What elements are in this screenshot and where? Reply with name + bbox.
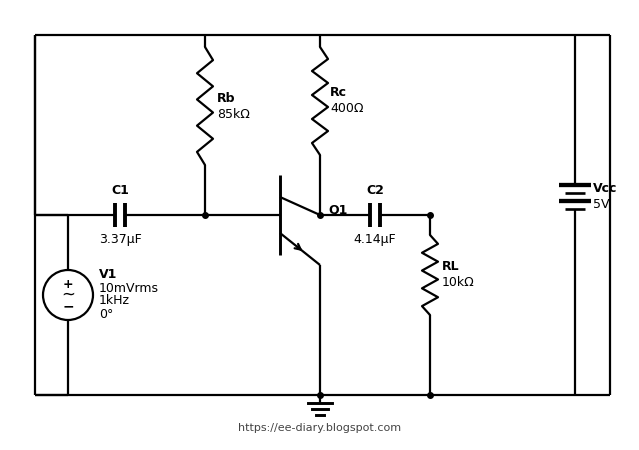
Text: Rb: Rb (217, 91, 236, 104)
Text: 4.14μF: 4.14μF (354, 233, 396, 246)
Text: 85kΩ: 85kΩ (217, 108, 250, 121)
Text: Q1: Q1 (328, 203, 348, 216)
Text: Vcc: Vcc (593, 183, 617, 195)
Text: 0°: 0° (99, 307, 113, 320)
Text: ~: ~ (61, 286, 75, 304)
Text: +: + (63, 279, 73, 292)
Text: Rc: Rc (330, 86, 347, 99)
Text: 1kHz: 1kHz (99, 294, 130, 307)
Text: https://ee-diary.blogspot.com: https://ee-diary.blogspot.com (238, 423, 401, 433)
Text: C1: C1 (111, 184, 129, 197)
Text: RL: RL (442, 261, 459, 274)
Text: 400Ω: 400Ω (330, 103, 364, 116)
Text: V1: V1 (99, 269, 118, 282)
Text: 3.37μF: 3.37μF (98, 233, 141, 246)
Text: 5V: 5V (593, 198, 610, 211)
Text: 10kΩ: 10kΩ (442, 276, 475, 289)
Text: C2: C2 (366, 184, 384, 197)
Text: 10mVrms: 10mVrms (99, 282, 159, 294)
Text: −: − (62, 299, 74, 313)
